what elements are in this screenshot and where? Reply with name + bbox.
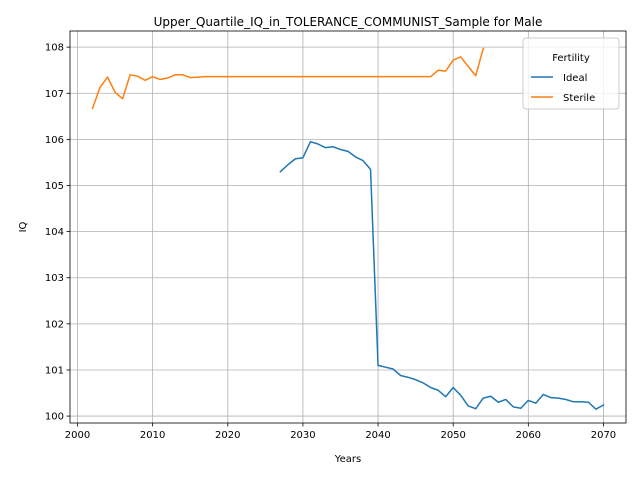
series-layer	[91, 47, 605, 410]
y-axis: 100 101 102 103 104 105 106 107 108	[45, 43, 70, 423]
y-axis-label: IQ	[18, 221, 29, 232]
y-tick-label: 105	[45, 181, 64, 192]
legend-label-ideal: Ideal	[563, 73, 587, 84]
y-tick-label: 107	[45, 89, 64, 100]
y-tick-label: 100	[45, 412, 64, 423]
legend: Fertility Ideal Sterile	[522, 37, 620, 110]
y-tick-label: 103	[45, 273, 64, 284]
x-tick-label: 2030	[290, 430, 315, 441]
legend-title: Fertility	[552, 53, 590, 64]
x-tick-label: 2000	[65, 430, 90, 441]
x-tick-label: 2060	[516, 430, 541, 441]
y-tick-label: 104	[45, 227, 64, 238]
legend-box	[522, 37, 620, 110]
x-tick-label: 2070	[591, 430, 616, 441]
y-tick-label: 102	[45, 319, 64, 330]
series-line-ideal	[279, 140, 605, 410]
x-axis-label: Years	[334, 454, 361, 465]
legend-label-sterile: Sterile	[563, 93, 595, 104]
y-tick-label: 106	[45, 135, 64, 146]
chart-title: Upper_Quartile_IQ_in_TOLERANCE_COMMUNIST…	[154, 15, 543, 29]
x-axis: 2000 2010 2020 2030 2040 2050 2060 2070	[65, 423, 616, 441]
plot-frame	[69, 30, 627, 424]
x-tick-label: 2010	[140, 430, 165, 441]
x-tick-label: 2050	[440, 430, 465, 441]
y-tick-label: 108	[45, 43, 64, 54]
series-line-sterile	[91, 47, 485, 110]
y-tick-label: 101	[45, 365, 64, 376]
x-tick-label: 2020	[215, 430, 240, 441]
x-tick-label: 2040	[365, 430, 390, 441]
